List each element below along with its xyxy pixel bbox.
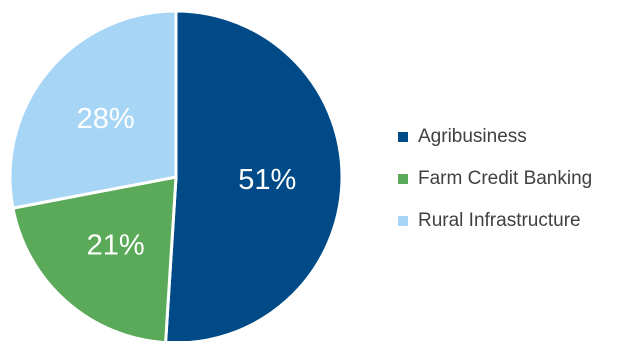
pie-slice-labels: 51% 21% 28% [77, 103, 297, 262]
legend-label-agribusiness: Agribusiness [418, 126, 527, 147]
legend-swatch-farm-credit-banking [398, 174, 408, 184]
legend-item-agribusiness: Agribusiness [398, 116, 592, 158]
pie-slice-agribusiness [164, 9, 344, 341]
chart-legend: Agribusiness Farm Credit Banking Rural I… [398, 116, 592, 242]
slice-label-agribusiness: 51% [238, 164, 296, 196]
legend-label-rural-infrastructure: Rural Infrastructure [418, 210, 581, 231]
legend-item-farm-credit-banking: Farm Credit Banking [398, 158, 592, 200]
slice-label-rural-infrastructure: 28% [77, 103, 135, 135]
legend-swatch-rural-infrastructure [398, 216, 408, 226]
legend-item-rural-infrastructure: Rural Infrastructure [398, 200, 592, 242]
legend-swatch-agribusiness [398, 132, 408, 142]
pie-slices [8, 9, 344, 341]
pie-slice-rural-infrastructure [8, 9, 178, 210]
slice-label-farm-credit-banking: 21% [87, 229, 145, 261]
legend-label-farm-credit-banking: Farm Credit Banking [418, 168, 593, 189]
pie-slice-farm-credit-banking [11, 175, 178, 341]
